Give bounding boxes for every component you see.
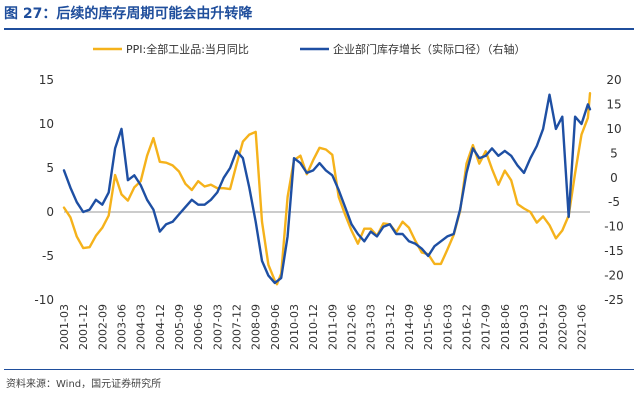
source-note: 资料来源：Wind，国元证券研究所: [6, 379, 162, 390]
x-tick-label: 2013-03: [365, 304, 378, 350]
x-tick-label: 2018-06: [499, 304, 512, 350]
right-y-tick-label: 5: [610, 146, 618, 160]
x-tick-label: 2007-03: [211, 304, 224, 350]
x-tick-label: 2019-03: [518, 304, 531, 350]
x-tick-label: 2021-06: [575, 304, 588, 350]
right-y-tick-label: -5: [608, 195, 620, 209]
left-y-tick-label: 5: [46, 161, 54, 175]
right-y-tick-label: 15: [606, 97, 621, 111]
x-tick-label: 2004-12: [154, 304, 167, 350]
x-tick-label: 2007-12: [230, 304, 243, 350]
series-group: [62, 91, 592, 286]
x-tick-label: 2016-03: [441, 304, 454, 350]
x-tick-label: 2001-12: [77, 304, 90, 350]
x-tick-label: 2008-09: [250, 304, 263, 350]
legend-inventory-label: 企业部门库存增长（实际口径）（右轴）: [333, 42, 526, 56]
x-tick-label: 2019-12: [537, 304, 550, 350]
inventory-series-line: [62, 93, 592, 285]
x-tick-label: 2003-06: [115, 304, 128, 350]
x-tick-label: 2014-09: [403, 304, 416, 350]
x-tick-label: 2012-06: [345, 304, 358, 350]
legend: PPI:全部工业品:当月同比 企业部门库存增长（实际口径）（右轴）: [93, 42, 526, 56]
left-y-tick-label: -10: [34, 293, 54, 307]
left-y-tick-label: -5: [42, 249, 54, 263]
x-tick-label: 2015-06: [422, 304, 435, 350]
x-tick-label: 2016-12: [460, 304, 473, 350]
x-tick-label: 2001-03: [58, 304, 71, 350]
x-tick-label: 2005-09: [173, 304, 186, 350]
axes: -10 -5 0 5 10 15 -25 -20 -15 -10 -5 0 5 10 15 20 2001-03…: [34, 73, 623, 350]
right-y-tick-label: -10: [604, 220, 624, 234]
right-y-tick-label: 20: [606, 73, 621, 87]
figure-title: 图 27：后续的库存周期可能会由升转降: [4, 6, 253, 22]
x-tick-label: 2006-06: [192, 304, 205, 350]
x-tick-label: 2004-03: [135, 304, 148, 350]
x-tick-label: 2010-12: [307, 304, 320, 350]
left-y-tick-label: 0: [46, 205, 54, 219]
x-tick-label: 2009-06: [269, 304, 282, 350]
right-y-tick-label: -25: [604, 293, 624, 307]
x-tick-label: 2011-09: [326, 304, 339, 350]
right-y-tick-label: -20: [604, 269, 624, 283]
x-tick-label: 2010-03: [288, 304, 301, 350]
x-tick-label: 2002-09: [96, 304, 109, 350]
legend-ppi-label: PPI:全部工业品:当月同比: [126, 42, 249, 56]
right-y-tick-label: 10: [606, 122, 621, 136]
right-y-tick-label: 0: [610, 171, 618, 185]
left-y-tick-label: 10: [39, 117, 54, 131]
ppi-series-line: [62, 91, 592, 286]
source-divider: [4, 369, 634, 370]
x-tick-label: 2017-09: [480, 304, 493, 350]
x-tick-label: 2013-12: [384, 304, 397, 350]
left-y-tick-label: 15: [39, 73, 54, 87]
title-divider: [4, 28, 634, 30]
x-tick-label: 2020-09: [556, 304, 569, 350]
right-y-tick-label: -15: [604, 244, 624, 258]
